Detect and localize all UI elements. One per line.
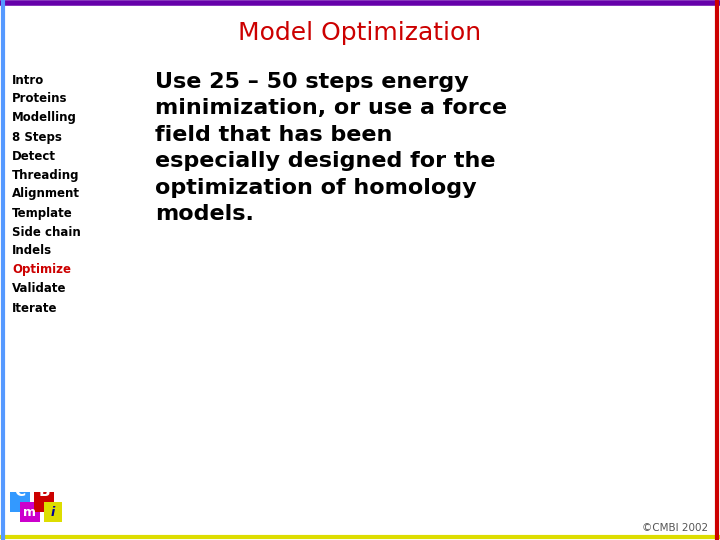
Text: Detect: Detect: [12, 150, 56, 163]
Text: Use 25 – 50 steps energy
minimization, or use a force
field that has been
especi: Use 25 – 50 steps energy minimization, o…: [155, 72, 507, 224]
FancyBboxPatch shape: [20, 502, 40, 522]
Text: Side chain: Side chain: [12, 226, 81, 239]
Text: Intro: Intro: [12, 73, 44, 86]
Text: Iterate: Iterate: [12, 301, 58, 314]
Text: Threading: Threading: [12, 168, 79, 181]
Text: Indels: Indels: [12, 245, 52, 258]
Text: 8 Steps: 8 Steps: [12, 131, 62, 144]
Text: Modelling: Modelling: [12, 111, 77, 125]
FancyBboxPatch shape: [34, 492, 54, 512]
Text: ©CMBI 2002: ©CMBI 2002: [642, 523, 708, 533]
Text: Template: Template: [12, 206, 73, 219]
Text: i: i: [51, 505, 55, 518]
Text: Validate: Validate: [12, 282, 66, 295]
Text: m: m: [24, 505, 37, 518]
FancyBboxPatch shape: [10, 492, 30, 512]
Text: Optimize: Optimize: [12, 264, 71, 276]
FancyBboxPatch shape: [44, 502, 62, 522]
Text: C: C: [14, 484, 26, 500]
Text: Proteins: Proteins: [12, 92, 68, 105]
Text: Model Optimization: Model Optimization: [238, 21, 482, 45]
Text: B: B: [38, 484, 50, 500]
Text: Alignment: Alignment: [12, 187, 80, 200]
